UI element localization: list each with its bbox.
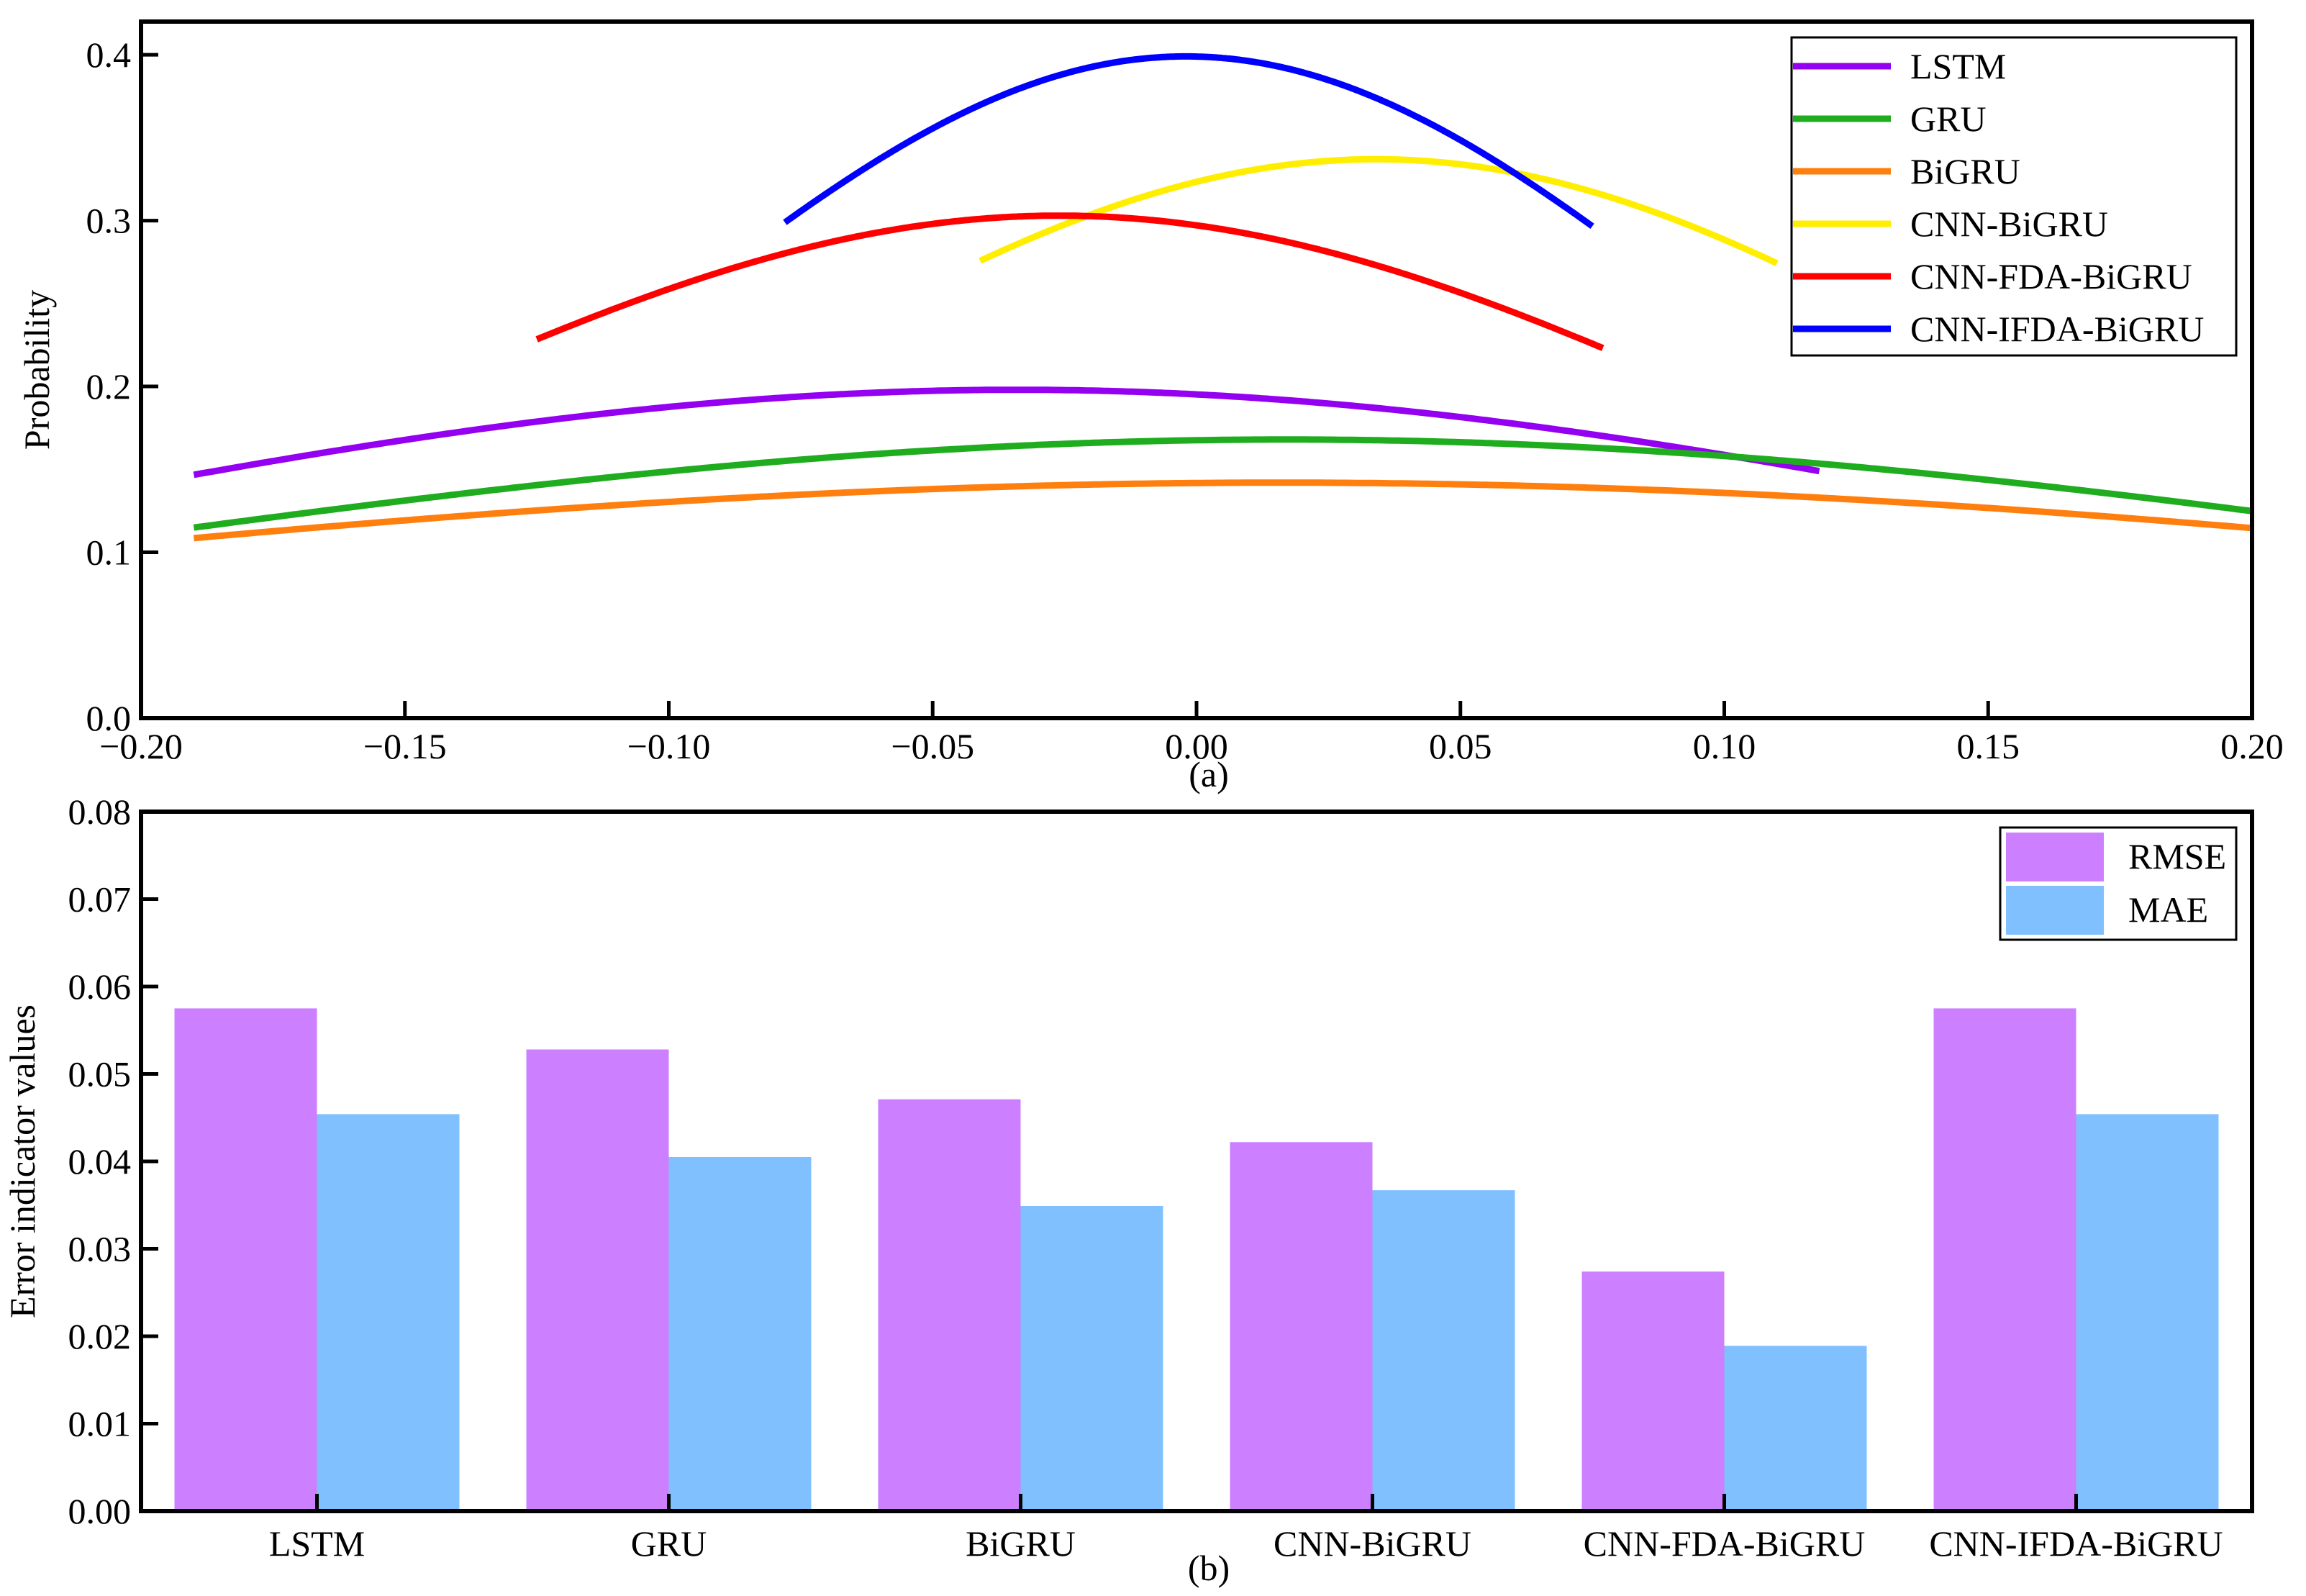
legend-label-cnn-ifda-bigru: CNN-IFDA-BiGRU xyxy=(1910,309,2204,349)
y-tick-label: 0.3 xyxy=(86,201,132,241)
bar-rmse-cnn-fda-bigru xyxy=(1581,1271,1725,1511)
x-tick-label: 0.10 xyxy=(1693,726,1756,766)
x-tick-label-bigru: BiGRU xyxy=(966,1523,1076,1564)
y-tick-label: 0.07 xyxy=(68,879,132,920)
distribution-legend: LSTM GRU BiGRU CNN-BiGRU CNN-FDA-BiGRU CNN-IF… xyxy=(1790,36,2238,357)
curve-gru xyxy=(193,436,2250,531)
legend-label-cnn-bigru: CNN-BiGRU xyxy=(1910,204,2108,244)
bar-mae-bigru xyxy=(1020,1205,1163,1511)
y-tick-label: 0.03 xyxy=(68,1229,132,1269)
x-tick-label: 0.15 xyxy=(1957,726,2020,766)
y-tick-label: 0.01 xyxy=(68,1404,132,1444)
distribution-y-axis-label: Probability xyxy=(17,290,57,450)
y-tick-label: 0.1 xyxy=(86,532,132,573)
y-tick-label: 0.2 xyxy=(86,366,132,407)
legend-label-cnn-fda-bigru: CNN-FDA-BiGRU xyxy=(1910,256,2192,296)
x-tick-label: −0.10 xyxy=(627,726,711,766)
x-tick-label-cnn-fda-bigru: CNN-FDA-BiGRU xyxy=(1584,1523,1866,1564)
y-tick-label: 0.4 xyxy=(86,35,132,75)
x-tick-label-cnn-ifda-bigru: CNN-IFDA-BiGRU xyxy=(1929,1523,2223,1564)
error-legend: RMSE MAE xyxy=(1999,826,2238,941)
y-tick-label: 0.02 xyxy=(68,1316,132,1356)
bar-mae-lstm xyxy=(317,1114,460,1511)
panel-a-label: (a) xyxy=(1189,754,1229,794)
x-tick-label: 0.05 xyxy=(1429,726,1492,766)
bar-rmse-gru xyxy=(526,1049,669,1511)
bar-rmse-lstm xyxy=(174,1008,317,1511)
curve-cnn-fda-bigru xyxy=(535,212,1604,351)
legend-label-lstm: LSTM xyxy=(1910,46,2006,86)
x-tick-label: 0.20 xyxy=(2220,726,2284,766)
distribution-chart: 0.0 0.1 0.2 0.3 0.4 −0.20 −0.15 −0.10 −0.05 0.00… xyxy=(17,19,2284,794)
legend-label-mae: MAE xyxy=(2128,889,2208,930)
bar-mae-cnn-fda-bigru xyxy=(1724,1346,1867,1511)
bar-rmse-cnn-ifda-bigru xyxy=(1933,1008,2076,1511)
panel-b-label: (b) xyxy=(1188,1548,1230,1588)
x-tick-label-gru: GRU xyxy=(631,1523,707,1564)
y-tick-label: 0.00 xyxy=(68,1491,132,1531)
bar-mae-gru xyxy=(668,1156,812,1511)
error-y-axis-label: Error indicator values xyxy=(2,1005,42,1318)
x-tick-label: 0.00 xyxy=(1165,726,1228,766)
y-tick-label: 0.04 xyxy=(68,1141,132,1182)
x-tick-label-lstm: LSTM xyxy=(269,1523,365,1564)
curve-cnn-ifda-bigru xyxy=(783,53,1594,230)
x-tick-label: −0.05 xyxy=(891,726,974,766)
x-tick-label: −0.20 xyxy=(99,726,183,766)
curve-bigru xyxy=(193,479,2250,542)
legend-label-gru: GRU xyxy=(1910,99,1987,139)
legend-swatch-mae xyxy=(2006,886,2104,935)
bar-mae-cnn-ifda-bigru xyxy=(2076,1114,2219,1511)
legend-swatch-rmse xyxy=(2006,833,2104,881)
y-tick-label: 0.05 xyxy=(68,1054,132,1094)
distribution-legend-box xyxy=(1790,36,2238,357)
y-tick-label: 0.08 xyxy=(68,792,132,832)
legend-label-bigru: BiGRU xyxy=(1910,151,2020,191)
y-tick-label: 0.06 xyxy=(68,966,132,1007)
bar-rmse-cnn-bigru xyxy=(1230,1142,1373,1511)
x-tick-label-cnn-bigru: CNN-BiGRU xyxy=(1274,1523,1471,1564)
y-tick-label: 0.0 xyxy=(86,698,132,738)
legend-label-rmse: RMSE xyxy=(2128,836,2226,876)
curve-cnn-bigru xyxy=(979,155,1779,267)
x-tick-label: −0.15 xyxy=(363,726,447,766)
error-bar-chart: 0.00 0.01 0.02 0.03 0.04 0.05 0.06 0.07 0.08 LST… xyxy=(2,792,2254,1588)
curve-lstm xyxy=(193,386,1820,479)
bar-mae-cnn-bigru xyxy=(1372,1190,1515,1511)
bar-rmse-bigru xyxy=(878,1099,1021,1511)
